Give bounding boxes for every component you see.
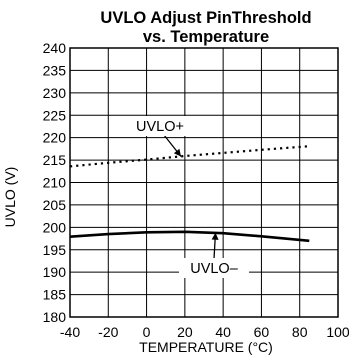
x-tick-label: 0	[143, 324, 151, 340]
y-tick-label: 200	[43, 219, 67, 235]
x-tick-label: -40	[60, 324, 80, 340]
annotation-layer: UVLO+ UVLO–	[125, 116, 249, 278]
annotation-arrowhead	[173, 148, 181, 157]
x-axis-label: TEMPERATURE (°C)	[139, 339, 273, 355]
y-tick-label: 205	[43, 197, 67, 213]
x-tick-label: 60	[254, 324, 270, 340]
y-tick-label: 215	[43, 152, 67, 168]
x-tick-label: 80	[292, 324, 308, 340]
y-tick-label: 195	[43, 242, 67, 258]
plot-frame	[69, 47, 339, 318]
annotation-label: UVLO+	[136, 119, 184, 135]
series-line-uvlo-plus	[69, 145, 310, 168]
x-tick-label: 40	[215, 324, 231, 340]
y-tick-label: 240	[43, 40, 67, 56]
y-tick-label: 230	[43, 85, 67, 101]
annotation-arrowhead	[211, 232, 219, 240]
chart-subtitle: vs. Temperature	[143, 28, 269, 46]
annotation-label-bg	[125, 116, 195, 136]
y-tick-label: 235	[43, 62, 67, 78]
y-tick-label: 225	[43, 107, 67, 123]
x-tick-label: 100	[326, 324, 349, 340]
y-tick-label: 190	[43, 264, 67, 280]
series-line-uvlo-minus	[69, 230, 310, 243]
x-tick-label: -20	[98, 324, 118, 340]
x-tick-label: 20	[177, 324, 193, 340]
y-tick-label: 180	[43, 309, 67, 325]
y-tick-label: 185	[43, 287, 67, 303]
y-tick-labels: 240 235 230 225 220 215 210 205 200 195 190 185 180	[43, 40, 67, 325]
grid	[69, 47, 339, 318]
x-tick-labels: -40 -20 0 20 40 60 80 100	[60, 324, 349, 340]
annotation-label: UVLO–	[190, 261, 238, 277]
chart-title: UVLO Adjust PinThreshold	[100, 9, 311, 27]
annotation-label-bg	[179, 258, 249, 278]
y-tick-label: 210	[43, 175, 67, 191]
series-layer	[69, 145, 310, 243]
y-tick-label: 220	[43, 130, 67, 146]
y-axis-label: UVLO (V)	[2, 167, 18, 228]
